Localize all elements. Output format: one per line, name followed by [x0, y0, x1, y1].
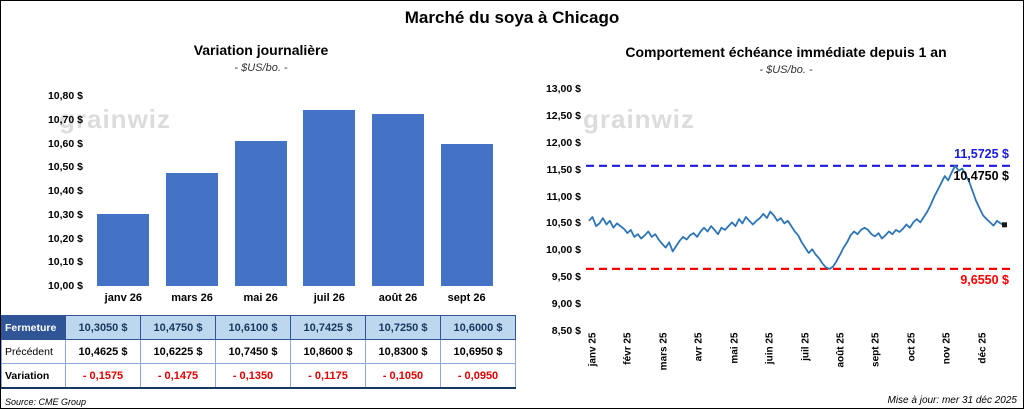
bar-août-26 [372, 113, 424, 286]
bar-juil-26 [303, 109, 356, 286]
table-cell: 10,6950 $ [440, 339, 516, 364]
line-y-tick: 9,00 $ [551, 298, 581, 311]
watermark-text: grainwiz [583, 104, 696, 134]
line-y-axis: 13,00 $ 12,50 $ 12,00 $ 11,50 $ 11,00 $ 10,50… [529, 83, 581, 337]
bar-y-tick: 10,50 $ [47, 161, 83, 174]
bar-y-tick: 10,80 $ [47, 90, 83, 102]
line-x-label: juil 25 [800, 332, 811, 361]
line-x-label: déc 25 [977, 332, 989, 364]
table-row-précédent: Précédent 10,4625 $10,6225 $10,7450 $10,8… [1, 339, 516, 364]
table-row-fermeture: Fermeture 10,3050 $10,4750 $10,6100 $10,7… [1, 315, 516, 340]
watermark-text: grainwiz [59, 104, 172, 134]
bar-y-tick: 10,70 $ [47, 113, 83, 126]
price-series-line [588, 164, 1005, 270]
table-cell: 10,7425 $ [290, 315, 366, 340]
grainwiz-watermark: grainwiz [583, 104, 695, 135]
bar-y-tick: 10,20 $ [47, 232, 83, 245]
bar-mai-26 [234, 141, 287, 286]
table-cell: 10,6225 $ [140, 339, 216, 364]
table-cell: - 0,1350 [215, 363, 291, 389]
bar-y-tick: 10,30 $ [47, 208, 83, 221]
row-label: Fermeture [1, 315, 66, 340]
bar-x-label: janv 26 [104, 292, 142, 304]
line-x-label: oct 25 [906, 332, 918, 362]
table-cell: 10,6100 $ [215, 315, 291, 340]
price-line-chart [586, 164, 1011, 270]
price-table: Fermeture 10,3050 $10,4750 $10,6100 $10,7… [1, 315, 516, 389]
line-chart-title: Comportement échéance immédiate depuis 1… [625, 44, 947, 60]
bar-chart-subtitle: - $US/bo. - [234, 62, 288, 74]
bar-y-tick: 10,00 $ [47, 280, 83, 292]
page-title: Marché du soya à Chicago [404, 8, 620, 27]
line-x-label: nov 25 [941, 332, 953, 365]
table-cell: 10,7250 $ [365, 315, 441, 340]
bar-x-label: août 26 [378, 292, 418, 304]
grainwiz-watermark: grainwiz [59, 104, 171, 135]
max-line-label: 11,5725 $ [954, 146, 1009, 161]
line-y-tick: 10,00 $ [545, 244, 581, 257]
update-note: Mise à jour: mer 31 déc 2025 [887, 395, 1017, 406]
line-y-tick: 13,00 $ [545, 83, 581, 95]
bar-x-label: sept 26 [447, 292, 486, 304]
table-cell: 10,4625 $ [65, 339, 141, 364]
bar-y-tick: 10,10 $ [47, 256, 83, 269]
line-y-tick: 9,50 $ [551, 271, 581, 284]
row-label: Précédent [1, 339, 66, 364]
line-plot-area: 11,5725 $ 10,4750 $ 9,6550 $ [586, 89, 1011, 331]
line-y-tick: 11,00 $ [546, 190, 581, 203]
table-cell: - 0,1575 [65, 363, 141, 389]
bar-chart-title: Variation journalière [193, 42, 329, 58]
line-x-label: sept 25 [870, 332, 882, 367]
table-cell: 10,6000 $ [440, 315, 516, 340]
line-x-label: juin 25 [764, 332, 776, 365]
bar-x-label: mars 26 [171, 292, 213, 304]
table-cell: - 0,1050 [365, 363, 441, 389]
bar-x-label: juil 26 [313, 292, 345, 304]
line-x-label: mars 25 [658, 332, 670, 371]
row-label: Variation [1, 363, 66, 389]
table-cell: - 0,0950 [440, 363, 516, 389]
bar-y-tick: 10,40 $ [47, 185, 83, 197]
line-y-tick: 8,50 $ [551, 325, 581, 337]
table-cell: 10,8300 $ [365, 339, 441, 364]
table-cell: 10,4750 $ [140, 315, 216, 340]
line-x-label: août 25 [835, 332, 847, 368]
bar-janv-26 [97, 213, 150, 286]
bar-y-tick: 10,60 $ [47, 137, 83, 150]
line-x-label: mai 25 [729, 332, 741, 364]
line-x-label: févr 25 [622, 332, 634, 365]
line-x-axis: janv 25 févr 25 mars 25 avr 25 mai 25 juin 25… [586, 333, 1011, 395]
bar-x-label: mai 26 [243, 292, 278, 304]
table-cell: 10,7450 $ [215, 339, 291, 364]
bar-y-axis: 10,80 $ 10,70 $ 10,60 $ 10,50 $ 10,40 $ 10,30… [27, 90, 83, 292]
bar-sept-26 [440, 143, 493, 286]
bar-x-axis: janv 26 mars 26 mai 26 juil 26 août 26 sept 2… [89, 292, 501, 308]
bar-plot-area [89, 96, 501, 286]
line-y-tick: 10,50 $ [545, 217, 581, 230]
min-line-label: 9,6550 $ [960, 272, 1009, 287]
line-x-label: janv 25 [587, 332, 599, 367]
line-y-tick: 11,50 $ [546, 163, 581, 176]
table-cell: 10,3050 $ [65, 315, 141, 340]
table-cell: 10,8600 $ [290, 339, 366, 364]
last-price-label: 10,4750 $ [953, 168, 1009, 183]
table-row-variation: Variation - 0,1575- 0,1475- 0,1350- 0,117… [1, 363, 516, 389]
line-chart-subtitle: - $US/bo. - [759, 64, 813, 76]
table-cell: - 0,1175 [290, 363, 366, 389]
source-note: Source: CME Group [5, 397, 87, 407]
last-point-marker [1002, 222, 1007, 228]
bar-mars-26 [166, 173, 218, 286]
table-cell: - 0,1475 [140, 363, 216, 389]
line-x-label: avr 25 [693, 332, 705, 362]
line-y-tick: 12,00 $ [545, 136, 581, 149]
line-y-tick: 12,50 $ [545, 109, 581, 122]
